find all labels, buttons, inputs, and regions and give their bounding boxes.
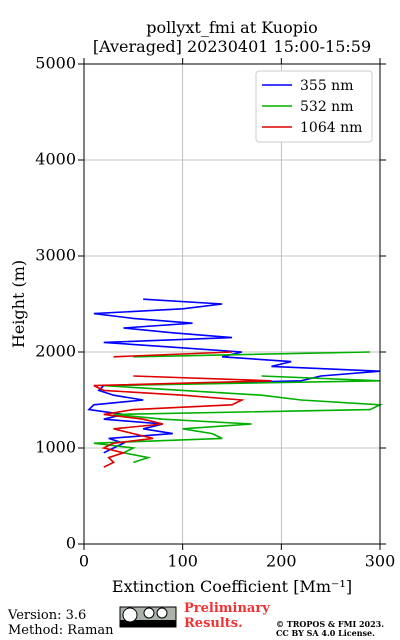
profile-line [93, 351, 272, 468]
chart-subtitle: [Averaged] 20230401 15:00-15:59 [93, 37, 371, 56]
x-tick-label: 0 [79, 552, 89, 571]
version-text: Version: 3.6 [7, 608, 86, 623]
notice-text: Preliminary Results. [184, 601, 270, 631]
legend-label: 355 nm [300, 78, 353, 94]
y-tick-label: 0 [66, 534, 76, 553]
license-text: CC BY SA 4.0 License. [276, 628, 375, 638]
y-tick-label: 3000 [35, 246, 76, 265]
legend: 355 nm 532 nm 1064 nm [255, 70, 373, 143]
profile-line [93, 351, 384, 464]
legend-box [255, 70, 373, 143]
y-tick-label: 4000 [35, 150, 76, 169]
y-axis-label: Height (m) [9, 260, 28, 348]
y-tick-label: 5000 [35, 54, 76, 73]
notice-box: Preliminary Results. [184, 601, 270, 631]
y-tick-label: 1000 [35, 438, 76, 457]
legend-label: 532 nm [300, 99, 353, 115]
chart-title: pollyxt_fmi at Kuopio [146, 18, 317, 37]
legend-label: 1064 nm [300, 120, 362, 136]
plot-frame [83, 63, 381, 545]
method-text: Method: Raman [8, 623, 114, 638]
y-tick-label: 2000 [35, 342, 76, 361]
x-tick-label: 300 [365, 552, 396, 571]
license-logo [119, 606, 177, 628]
x-tick-label: 200 [266, 552, 297, 571]
x-axis-label: Extinction Coefficient [Mm⁻¹] [112, 577, 352, 596]
copyright-text: © TROPOS & FMI 2023. [276, 619, 384, 629]
x-tick-label: 100 [167, 552, 198, 571]
profile-line [87, 298, 381, 454]
